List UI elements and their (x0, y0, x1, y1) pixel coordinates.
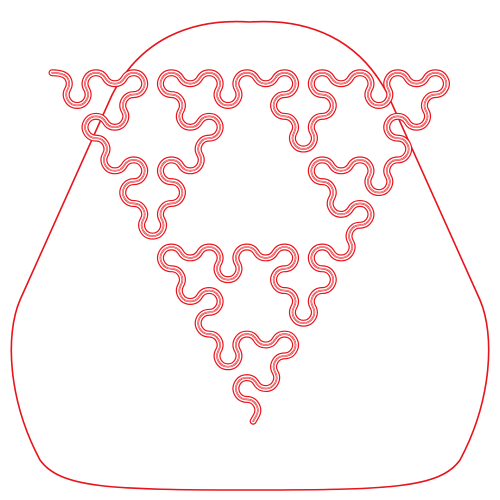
curve-center-gap (51, 72, 447, 422)
space-filling-curve (48, 69, 450, 425)
rounded-triangle-outline (10, 20, 490, 491)
